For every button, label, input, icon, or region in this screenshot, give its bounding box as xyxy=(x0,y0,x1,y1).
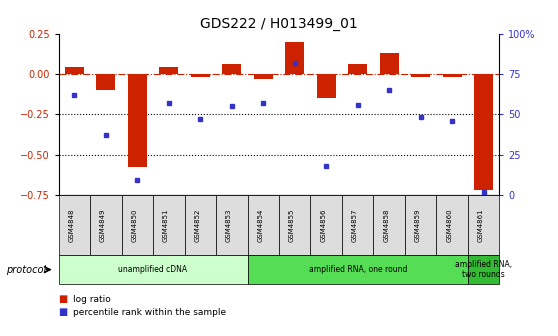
Bar xyxy=(348,64,367,74)
Bar xyxy=(474,74,493,190)
Title: GDS222 / H013499_01: GDS222 / H013499_01 xyxy=(200,17,358,31)
Text: ■: ■ xyxy=(59,294,68,304)
Bar xyxy=(442,74,461,77)
Bar xyxy=(411,74,430,77)
Text: percentile rank within the sample: percentile rank within the sample xyxy=(73,308,225,317)
Bar xyxy=(380,53,398,74)
Text: GSM4849: GSM4849 xyxy=(100,208,106,242)
Text: GSM4853: GSM4853 xyxy=(226,208,232,242)
Bar xyxy=(191,74,210,77)
Bar xyxy=(317,74,336,98)
Text: GSM4848: GSM4848 xyxy=(68,208,74,242)
Text: GSM4861: GSM4861 xyxy=(478,208,484,242)
Bar xyxy=(65,68,84,74)
Text: GSM4854: GSM4854 xyxy=(257,208,263,242)
Text: GSM4855: GSM4855 xyxy=(288,208,295,242)
Text: GSM4851: GSM4851 xyxy=(163,208,169,242)
Bar xyxy=(222,64,241,74)
Text: unamplified cDNA: unamplified cDNA xyxy=(118,265,187,274)
Text: GSM4850: GSM4850 xyxy=(131,208,137,242)
Text: GSM4857: GSM4857 xyxy=(352,208,358,242)
Text: GSM4860: GSM4860 xyxy=(446,208,452,242)
Text: GSM4852: GSM4852 xyxy=(194,208,200,242)
Text: GSM4859: GSM4859 xyxy=(415,208,421,242)
Text: GSM4858: GSM4858 xyxy=(383,208,389,242)
Bar xyxy=(97,74,116,90)
Text: amplified RNA, one round: amplified RNA, one round xyxy=(309,265,407,274)
Bar xyxy=(285,42,304,74)
Bar xyxy=(254,74,273,79)
Text: amplified RNA,
two rounds: amplified RNA, two rounds xyxy=(455,260,512,279)
Text: log ratio: log ratio xyxy=(73,295,110,303)
Bar xyxy=(160,68,178,74)
Text: ■: ■ xyxy=(59,307,68,318)
Text: protocol: protocol xyxy=(6,265,46,275)
Text: GSM4856: GSM4856 xyxy=(320,208,326,242)
Bar xyxy=(128,74,147,167)
